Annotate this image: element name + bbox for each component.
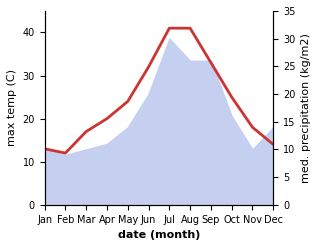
X-axis label: date (month): date (month) (118, 230, 200, 240)
Y-axis label: med. precipitation (kg/m2): med. precipitation (kg/m2) (301, 33, 311, 183)
Y-axis label: max temp (C): max temp (C) (7, 69, 17, 146)
